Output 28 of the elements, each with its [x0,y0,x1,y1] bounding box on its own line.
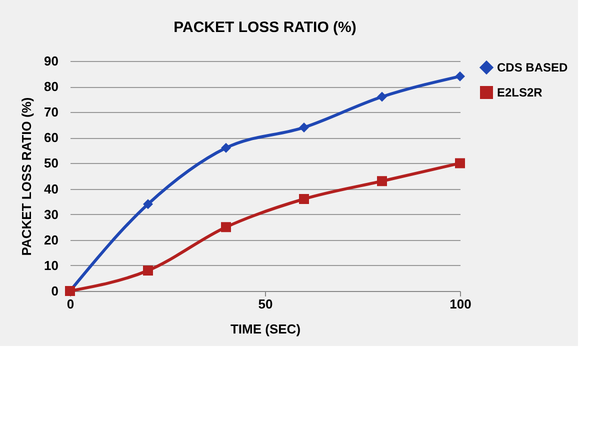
x-tick-label: 50 [258,296,273,312]
point [455,71,465,82]
point [221,142,231,153]
y-tick-label: 20 [44,232,58,248]
y-axis-title: PACKET LOSS RATIO (%) [19,97,34,256]
y-tick-label: 0 [51,284,58,298]
y-tick-label: 30 [44,206,58,222]
y-tick-label: 10 [44,258,58,273]
x-axis-title: TIME (SEC) [230,322,301,336]
y-tick-label: 70 [44,104,58,120]
x-tick-label: 100 [450,296,472,312]
legend-label: E2LS2R [497,86,543,100]
point [455,158,465,168]
x-tick-label: 0 [66,296,74,312]
y-tick-label: 50 [44,156,58,171]
legend-label: CDS BASED [497,60,568,74]
point [377,176,387,186]
point [377,92,387,102]
point [143,199,153,210]
point [143,266,153,276]
y-tick-label: 90 [44,54,58,68]
chart-title: PACKET LOSS RATIO (%) [174,19,356,36]
y-tick-label: 80 [44,79,58,94]
y-tick-label: 40 [44,181,58,196]
point [299,122,309,132]
point [299,194,309,204]
y-tick-label: 60 [44,130,58,146]
point [221,222,231,232]
